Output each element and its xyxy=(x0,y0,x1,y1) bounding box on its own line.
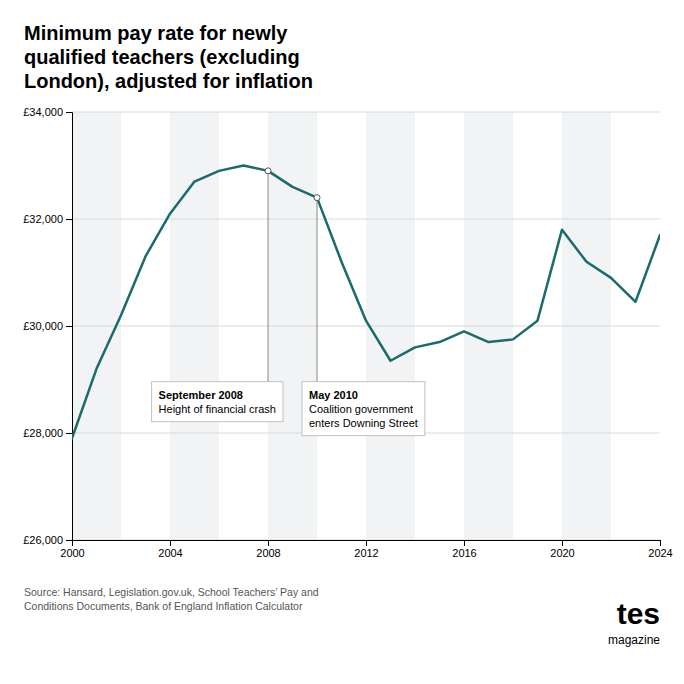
tick: £26,000 xyxy=(23,534,72,546)
tick-label: £32,000 xyxy=(23,213,63,225)
tick: 2004 xyxy=(158,540,182,559)
line xyxy=(72,166,660,439)
tick-label: 2004 xyxy=(158,547,182,559)
tick: £28,000 xyxy=(23,427,72,439)
tick-label: £30,000 xyxy=(23,320,63,332)
annotation: September 2008 Height of financial crash xyxy=(152,382,283,422)
tick-mark xyxy=(464,540,465,546)
grid-line xyxy=(72,219,660,220)
grid xyxy=(72,112,660,540)
marks xyxy=(72,166,660,439)
tick-mark xyxy=(66,326,72,327)
title-line: London), adjusted for inflation xyxy=(24,70,313,92)
tick: 2024 xyxy=(648,540,672,559)
tick-mark xyxy=(66,219,72,220)
tick-label: 2012 xyxy=(354,547,378,559)
annotation-text-line: enters Downing Street xyxy=(309,417,418,429)
tick-mark xyxy=(660,540,661,546)
tick-mark xyxy=(66,112,72,113)
annotation-point xyxy=(265,168,271,174)
annotation: May 2010 Coalition government enters Downi… xyxy=(302,382,425,436)
logo: tes xyxy=(617,597,660,630)
annotations: September 2008 Height of financial crash M… xyxy=(152,168,425,436)
axis-line xyxy=(73,541,661,547)
annotation-box xyxy=(152,382,283,422)
tick-label: 2020 xyxy=(550,547,574,559)
annotation-title: May 2010 xyxy=(309,389,358,401)
annotation-title: September 2008 xyxy=(159,389,243,401)
annotation-text-line: Height of financial crash xyxy=(159,403,276,415)
y-axis: £26,000 £28,000 £30,000 £32,000 £34,000 xyxy=(23,106,72,546)
annotation-connector xyxy=(317,198,318,382)
annotation-text-line: Coalition government xyxy=(309,403,413,415)
chart: Minimum pay rate for newlyqualified teac… xyxy=(0,0,684,684)
tick-label: 2008 xyxy=(256,547,280,559)
tick-label: £26,000 xyxy=(23,534,63,546)
tick: £30,000 xyxy=(23,320,72,332)
tick-label: 2016 xyxy=(452,547,476,559)
source: Source: Hansard, Legislation.gov.uk, Sch… xyxy=(24,586,319,612)
tick-label: 2000 xyxy=(60,547,84,559)
annotation-text: Coalition government enters Downing Stree… xyxy=(309,403,418,429)
tick: 2008 xyxy=(256,540,280,559)
annotation-point xyxy=(314,195,320,201)
title: Minimum pay rate for newlyqualified teac… xyxy=(24,22,313,92)
title-line: qualified teachers (excluding xyxy=(24,46,300,68)
plot: 2000 2004 2008 2012 2016 2020 2024 £26,000 £28,0… xyxy=(23,106,673,559)
axis-line xyxy=(66,113,73,541)
tick-mark xyxy=(562,540,563,546)
tick-mark xyxy=(66,433,72,434)
tick-label: 2024 xyxy=(648,547,672,559)
x-axis: 2000 2004 2008 2012 2016 2020 2024 xyxy=(60,540,672,559)
tick: £34,000 xyxy=(23,106,72,118)
annotation-connector xyxy=(268,171,269,382)
annotation-box xyxy=(302,382,425,436)
tick-mark xyxy=(170,540,171,546)
tick-mark xyxy=(268,540,269,546)
annotation-text: Height of financial crash xyxy=(159,403,276,415)
tick-mark xyxy=(66,540,72,541)
tick: £32,000 xyxy=(23,213,72,225)
grid-line xyxy=(72,112,660,113)
tick: 2020 xyxy=(550,540,574,559)
grid-line xyxy=(72,326,660,327)
tick: 2000 xyxy=(60,540,84,559)
tick-label: £28,000 xyxy=(23,427,63,439)
logo-subtext: magazine xyxy=(608,633,660,647)
tick-label: £34,000 xyxy=(23,106,63,118)
tick: 2016 xyxy=(452,540,476,559)
tick-mark xyxy=(366,540,367,546)
source-line: Source: Hansard, Legislation.gov.uk, Sch… xyxy=(24,586,319,598)
source-line: Conditions Documents, Bank of England In… xyxy=(24,600,303,612)
tick: 2012 xyxy=(354,540,378,559)
title-line: Minimum pay rate for newly xyxy=(24,22,288,44)
